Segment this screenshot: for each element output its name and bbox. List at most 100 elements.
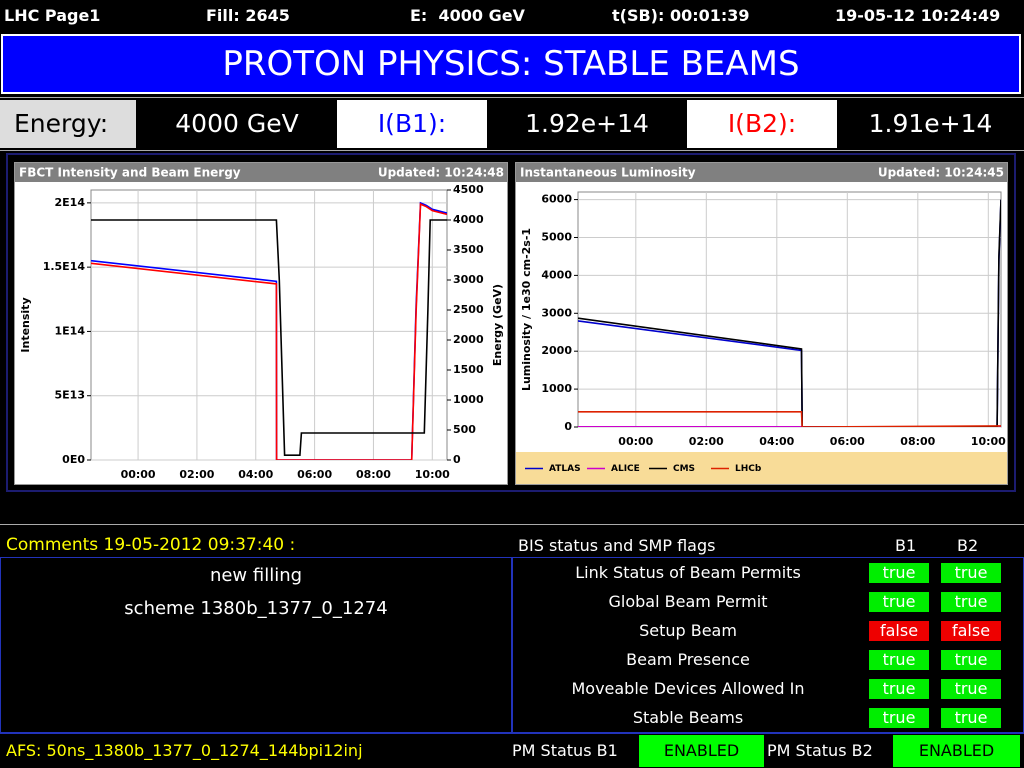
y2-tick-label: 4500: [453, 183, 484, 196]
x-tick-label: 02:00: [179, 468, 214, 481]
flag-value: true: [869, 650, 929, 670]
y2-axis-label: Energy (GeV): [491, 284, 504, 366]
flags-title: BIS status and SMP flags: [518, 536, 716, 555]
x-tick-label: 08:00: [356, 468, 391, 481]
flag-label: Beam Presence: [626, 650, 750, 669]
b2-column: B2: [957, 536, 979, 555]
series-line: [578, 199, 1001, 427]
updated: Updated: 10:24:48: [378, 166, 504, 180]
pm-label: PM Status B2: [767, 741, 873, 760]
y2-tick-label: 3000: [453, 273, 484, 286]
y2-tick-label: 3500: [453, 243, 484, 256]
separator: [0, 524, 1024, 525]
b1-label: I(B1):: [337, 100, 487, 148]
y-axis-label: Intensity: [19, 297, 32, 352]
legend-label: CMS: [673, 464, 695, 474]
title-bar: [516, 163, 1007, 182]
datetime: 19-05-12 10:24:49: [835, 6, 1001, 25]
series-line: [91, 219, 447, 456]
y-tick-label: 1E14: [55, 324, 86, 337]
series-line: [578, 411, 1001, 427]
flag-value: true: [941, 592, 1001, 612]
b2-value: 1.91e+14: [837, 100, 1024, 148]
flag-value: true: [941, 708, 1001, 728]
flag-value: true: [869, 563, 929, 583]
flag-value: true: [941, 679, 1001, 699]
flag-value: true: [869, 708, 929, 728]
series-line: [91, 202, 447, 460]
comment-line: new filling: [209, 565, 303, 586]
separator: [0, 733, 1024, 734]
chart-title: FBCT Intensity and Beam Energy: [19, 166, 241, 180]
x-tick-label: 08:00: [900, 435, 935, 448]
x-tick-label: 06:00: [297, 468, 332, 481]
flag-label: Link Status of Beam Permits: [575, 563, 801, 582]
flag-label: Global Beam Permit: [608, 592, 768, 611]
y-tick-label: 2000: [541, 344, 572, 357]
energy-label: Energy:: [0, 100, 136, 148]
pm-label: PM Status B1: [512, 741, 618, 760]
flag-value: true: [869, 679, 929, 699]
y-tick-label: 1000: [541, 382, 572, 395]
chart: FBCT Intensity and Beam Energy Updated: 1…: [14, 162, 508, 485]
flag-value: true: [941, 650, 1001, 670]
title-bar: [15, 163, 507, 182]
y2-tick-label: 500: [453, 423, 476, 436]
fill: Fill: 2645: [206, 6, 290, 25]
x-tick-label: 10:00: [415, 468, 450, 481]
legend-label: LHCb: [735, 464, 762, 474]
flag-row: Setup Beam false false: [512, 621, 1024, 643]
y-tick-label: 4000: [541, 268, 572, 281]
y-tick-label: 5E13: [55, 389, 85, 402]
updated: Updated: 10:24:45: [878, 166, 1004, 180]
plot-area: [577, 191, 1002, 428]
time-stable-beams: t(SB): 00:01:39: [612, 6, 750, 25]
energy-value: 4000 GeV: [137, 100, 337, 148]
y2-tick-label: 1000: [453, 393, 484, 406]
comments-title: Comments 19-05-2012 09:37:40 :: [6, 535, 296, 555]
y-tick-label: 3000: [541, 306, 572, 319]
x-tick-label: 10:00: [971, 435, 1006, 448]
y-tick-label: 2E14: [55, 196, 86, 209]
chart-title: Instantaneous Luminosity: [520, 166, 696, 180]
b1-value: 1.92e+14: [487, 100, 687, 148]
b1-column: B1: [895, 536, 917, 555]
comment-line: scheme 1380b_1377_0_1274: [124, 598, 388, 619]
separator: [0, 150, 1024, 151]
b2-label: I(B2):: [687, 100, 837, 148]
plot-area: [90, 189, 448, 461]
y2-tick-label: 1500: [453, 363, 484, 376]
banner: PROTON PHYSICS: STABLE BEAMS: [1, 34, 1021, 94]
afs: AFS: 50ns_1380b_1377_0_1274_144bpi12inj: [6, 741, 363, 760]
y-axis-label: Luminosity / 1e30 cm-2s-1: [520, 228, 533, 391]
flag-value: true: [869, 592, 929, 612]
flag-value: false: [941, 621, 1001, 641]
y2-tick-label: 4000: [453, 213, 484, 226]
y2-tick-label: 2000: [453, 333, 484, 346]
y-tick-label: 6000: [541, 193, 572, 206]
x-tick-label: 04:00: [238, 468, 273, 481]
legend-label: ATLAS: [549, 464, 581, 474]
y-tick-label: 0: [564, 420, 572, 433]
flag-label: Moveable Devices Allowed In: [571, 679, 805, 698]
flag-row: Global Beam Permit true true: [512, 592, 1024, 614]
flag-row: Beam Presence true true: [512, 650, 1024, 672]
flag-value: true: [941, 563, 1001, 583]
x-tick-label: 06:00: [830, 435, 865, 448]
pm-status: ENABLED: [639, 735, 764, 767]
comments-box: [0, 557, 512, 733]
chart-frame: [6, 153, 1016, 492]
flag-value: false: [869, 621, 929, 641]
x-tick-label: 00:00: [618, 435, 653, 448]
flag-row: Link Status of Beam Permits true true: [512, 563, 1024, 585]
flag-label: Stable Beams: [632, 708, 744, 727]
y2-tick-label: 0: [453, 453, 461, 466]
chart: Instantaneous Luminosity Updated: 10:24:4…: [515, 162, 1008, 485]
x-tick-label: 04:00: [759, 435, 794, 448]
x-tick-label: 02:00: [689, 435, 724, 448]
flag-row: Stable Beams true true: [512, 708, 1024, 730]
separator: [0, 97, 1024, 98]
flag-label: Setup Beam: [639, 621, 737, 640]
y-tick-label: 1.5E14: [43, 260, 86, 273]
y2-tick-label: 2500: [453, 303, 484, 316]
